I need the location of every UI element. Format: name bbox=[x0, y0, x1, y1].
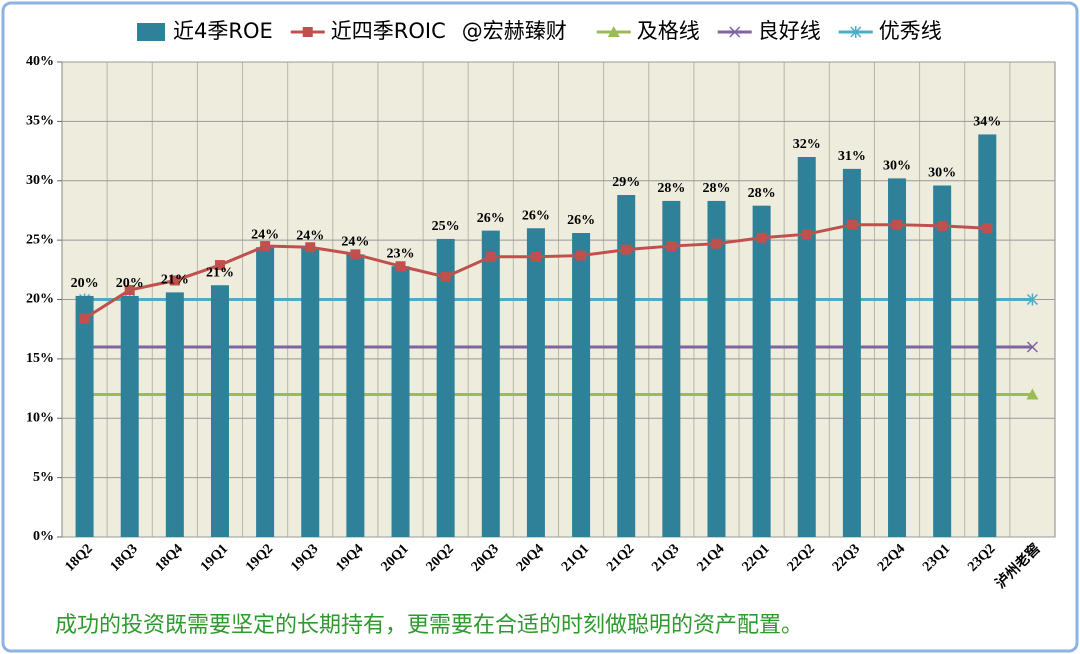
bar bbox=[978, 134, 997, 537]
marker bbox=[440, 271, 451, 282]
marker bbox=[1026, 341, 1038, 353]
bar bbox=[707, 200, 726, 537]
y-tick-label: 40% bbox=[26, 54, 54, 69]
bar bbox=[797, 157, 816, 537]
y-tick-label: 0% bbox=[33, 529, 54, 544]
value-label: 28% bbox=[657, 181, 685, 196]
value-label: 24% bbox=[251, 227, 279, 242]
legend-label: 近四季ROIC bbox=[331, 19, 446, 43]
value-label: 32% bbox=[793, 137, 821, 152]
marker bbox=[260, 241, 271, 252]
marker bbox=[846, 219, 857, 230]
marker bbox=[576, 250, 587, 261]
marker bbox=[850, 26, 862, 38]
marker bbox=[169, 275, 180, 286]
y-tick-label: 5% bbox=[33, 470, 54, 485]
bar bbox=[165, 292, 184, 537]
y-tick-label: 30% bbox=[26, 173, 54, 188]
bar bbox=[662, 200, 681, 537]
legend-label: 优秀线 bbox=[879, 19, 942, 43]
watermark: @宏赫臻财 bbox=[462, 19, 567, 43]
marker bbox=[982, 223, 993, 234]
marker bbox=[711, 238, 722, 249]
value-label: 20% bbox=[71, 276, 99, 291]
marker bbox=[892, 219, 903, 230]
marker bbox=[666, 241, 677, 252]
bar bbox=[256, 247, 275, 537]
marker bbox=[395, 261, 406, 272]
marker bbox=[124, 285, 135, 295]
marker bbox=[937, 220, 948, 231]
marker bbox=[729, 26, 741, 38]
value-label: 24% bbox=[341, 235, 369, 250]
marker bbox=[756, 232, 767, 243]
footnote: 成功的投资既需要坚定的长期持有，更需要在合适的时刻做聪明的资产配置。 bbox=[55, 613, 803, 638]
bar bbox=[210, 285, 229, 537]
legend-label: 近4季ROE bbox=[173, 19, 273, 43]
legend-label: 良好线 bbox=[758, 19, 821, 43]
y-tick-label: 10% bbox=[26, 410, 54, 425]
marker bbox=[79, 313, 90, 324]
bar bbox=[120, 295, 139, 537]
bar bbox=[346, 254, 365, 537]
value-label: 34% bbox=[973, 115, 1001, 130]
marker bbox=[485, 251, 496, 262]
marker bbox=[302, 27, 313, 37]
value-label: 26% bbox=[477, 211, 505, 226]
value-label: 30% bbox=[883, 159, 911, 174]
legend-label: 及格线 bbox=[637, 19, 700, 43]
bar bbox=[572, 233, 591, 537]
y-tick-label: 15% bbox=[26, 351, 54, 366]
value-label: 20% bbox=[116, 276, 144, 291]
marker bbox=[801, 229, 812, 240]
value-label: 25% bbox=[432, 219, 460, 234]
bar bbox=[391, 266, 410, 537]
bar bbox=[752, 205, 771, 537]
value-label: 23% bbox=[387, 246, 415, 261]
bar bbox=[481, 230, 500, 537]
value-label: 30% bbox=[928, 166, 956, 181]
bar bbox=[301, 248, 320, 537]
value-label: 26% bbox=[567, 213, 595, 228]
marker bbox=[1026, 388, 1039, 400]
y-tick-label: 25% bbox=[26, 232, 54, 247]
marker bbox=[530, 251, 541, 262]
marker bbox=[621, 244, 632, 255]
value-label: 24% bbox=[296, 229, 324, 244]
bar bbox=[888, 178, 907, 537]
value-label: 28% bbox=[702, 181, 730, 196]
bar bbox=[526, 228, 545, 537]
value-label: 21% bbox=[206, 265, 234, 280]
legend-swatch bbox=[137, 23, 165, 41]
marker bbox=[1026, 293, 1038, 306]
bar bbox=[842, 168, 861, 537]
bar bbox=[617, 195, 636, 537]
bar bbox=[75, 295, 94, 537]
value-label: 29% bbox=[612, 175, 640, 190]
y-tick-label: 35% bbox=[26, 114, 54, 129]
marker bbox=[607, 26, 620, 37]
value-label: 21% bbox=[161, 273, 189, 288]
value-label: 28% bbox=[748, 186, 776, 201]
marker bbox=[305, 242, 316, 253]
marker bbox=[350, 249, 361, 260]
y-tick-label: 20% bbox=[26, 292, 54, 307]
bar bbox=[933, 185, 952, 537]
bar bbox=[436, 238, 455, 537]
value-label: 26% bbox=[522, 208, 550, 223]
marker bbox=[214, 260, 225, 271]
value-label: 31% bbox=[838, 149, 866, 164]
